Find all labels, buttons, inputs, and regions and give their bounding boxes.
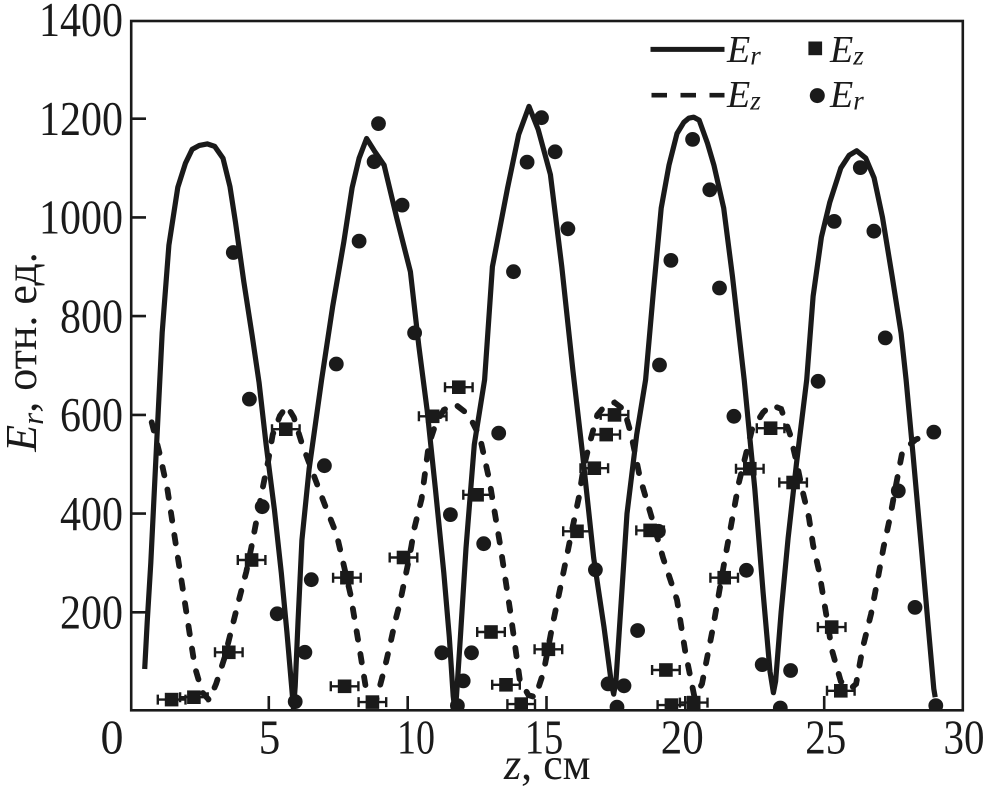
svg-text:z, см: z, см bbox=[503, 740, 591, 789]
svg-text:25: 25 bbox=[805, 712, 846, 765]
svg-text:15: 15 bbox=[525, 712, 564, 765]
svg-text:800: 800 bbox=[60, 290, 123, 343]
svg-text:Er, отн. ед.: Er, отн. ед. bbox=[0, 252, 50, 453]
svg-text:1000: 1000 bbox=[39, 192, 123, 245]
svg-text:1400: 1400 bbox=[39, 0, 123, 47]
svg-text:5: 5 bbox=[259, 712, 281, 765]
svg-text:10: 10 bbox=[397, 712, 435, 765]
svg-text:20: 20 bbox=[661, 712, 704, 765]
svg-text:0: 0 bbox=[101, 712, 124, 765]
svg-text:400: 400 bbox=[60, 488, 123, 541]
svg-text:Er: Er bbox=[726, 29, 761, 71]
svg-text:30: 30 bbox=[944, 712, 984, 765]
svg-text:1200: 1200 bbox=[39, 93, 123, 146]
svg-text:200: 200 bbox=[60, 587, 123, 640]
svg-text:600: 600 bbox=[60, 389, 123, 442]
